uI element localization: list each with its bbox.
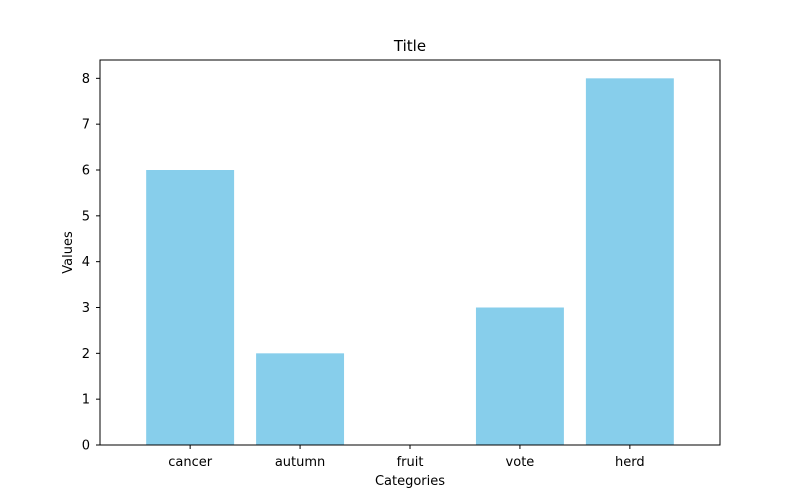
- y-axis-ticks: 0 1 2 3 4 5 6 7 8: [82, 72, 100, 454]
- y-tick-label: 5: [82, 209, 90, 224]
- x-tick-label: herd: [615, 455, 645, 470]
- x-tick-label: cancer: [168, 455, 212, 470]
- x-axis-ticks: cancer autumn fruit vote herd: [168, 445, 645, 470]
- bar-autumn: [256, 353, 345, 445]
- x-tick-label: fruit: [397, 455, 424, 470]
- y-tick-label: 3: [82, 301, 90, 316]
- y-tick-label: 8: [82, 72, 90, 87]
- plot-frame: [99, 59, 721, 446]
- bar-herd: [585, 78, 674, 445]
- y-tick-label: 6: [82, 164, 90, 179]
- x-tick-label: autumn: [275, 455, 325, 470]
- chart-title: Title: [393, 37, 426, 55]
- x-tick-label: vote: [506, 455, 535, 470]
- bar-cancer: [146, 170, 235, 445]
- bar-vote: [475, 307, 564, 445]
- y-axis-label: Values: [61, 231, 76, 274]
- y-tick-label: 7: [82, 118, 90, 133]
- y-tick-label: 1: [82, 393, 90, 408]
- x-axis-label: Categories: [375, 474, 445, 489]
- y-tick-label: 2: [82, 347, 90, 362]
- y-tick-label: 0: [82, 439, 90, 454]
- bars-group: [146, 78, 674, 445]
- y-tick-label: 4: [82, 255, 90, 270]
